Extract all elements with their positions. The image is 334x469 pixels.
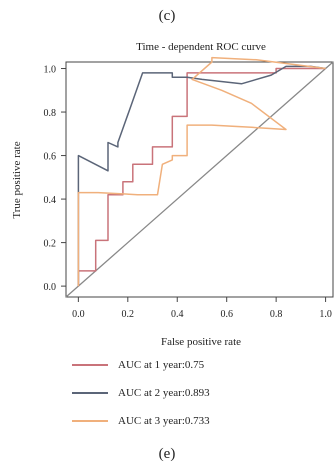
x-tick-label-1: 0.2 <box>122 309 135 320</box>
x-tick-label-0: 0.0 <box>72 309 85 320</box>
legend: AUC at 1 year:0.75 AUC at 2 year:0.893 A… <box>72 355 322 439</box>
legend-item-3: AUC at 3 year:0.733 <box>72 411 322 431</box>
y-tick-label-1: 0.2 <box>44 239 57 250</box>
series-line-1 <box>77 67 326 287</box>
y-tick-label-3: 0.6 <box>44 152 57 163</box>
roc-chart: Time - dependent ROC curve True positive… <box>11 41 334 348</box>
series-line-2 <box>77 65 326 287</box>
series-line-3 <box>77 56 326 287</box>
legend-label-1: AUC at 1 year:0.75 <box>118 359 205 371</box>
chart-title: Time - dependent ROC curve <box>136 41 266 53</box>
legend-item-1: AUC at 1 year:0.75 <box>72 355 322 375</box>
legend-swatch-1 <box>72 364 108 366</box>
plot-layer: 0.0 0.2 0.4 0.6 0.8 1.0 0.0 0.2 0.4 0.6 0.8 1.0 <box>44 56 334 320</box>
plot-frame <box>65 61 334 298</box>
x-tick-label-5: 1.0 <box>319 309 332 320</box>
y-axis-label: True positive rate <box>11 141 23 218</box>
y-tick-label-2: 0.4 <box>44 195 57 206</box>
diagonal-line <box>65 61 334 298</box>
y-tick-label-0: 0.0 <box>44 282 57 293</box>
legend-swatch-3 <box>72 420 108 422</box>
x-tick-label-4: 0.8 <box>270 309 283 320</box>
x-axis-label: False positive rate <box>161 336 241 348</box>
panel-label-top: (c) <box>158 8 176 24</box>
legend-label-3: AUC at 3 year:0.733 <box>118 415 210 427</box>
y-tick-label-4: 0.8 <box>44 108 57 119</box>
y-tick-label-5: 1.0 <box>44 65 57 76</box>
x-tick-label-3: 0.6 <box>220 309 233 320</box>
x-tick-label-2: 0.4 <box>171 309 184 320</box>
panel-label-bottom: (e) <box>158 446 176 462</box>
legend-label-2: AUC at 2 year:0.893 <box>118 387 210 399</box>
legend-swatch-2 <box>72 392 108 394</box>
legend-item-2: AUC at 2 year:0.893 <box>72 383 322 403</box>
